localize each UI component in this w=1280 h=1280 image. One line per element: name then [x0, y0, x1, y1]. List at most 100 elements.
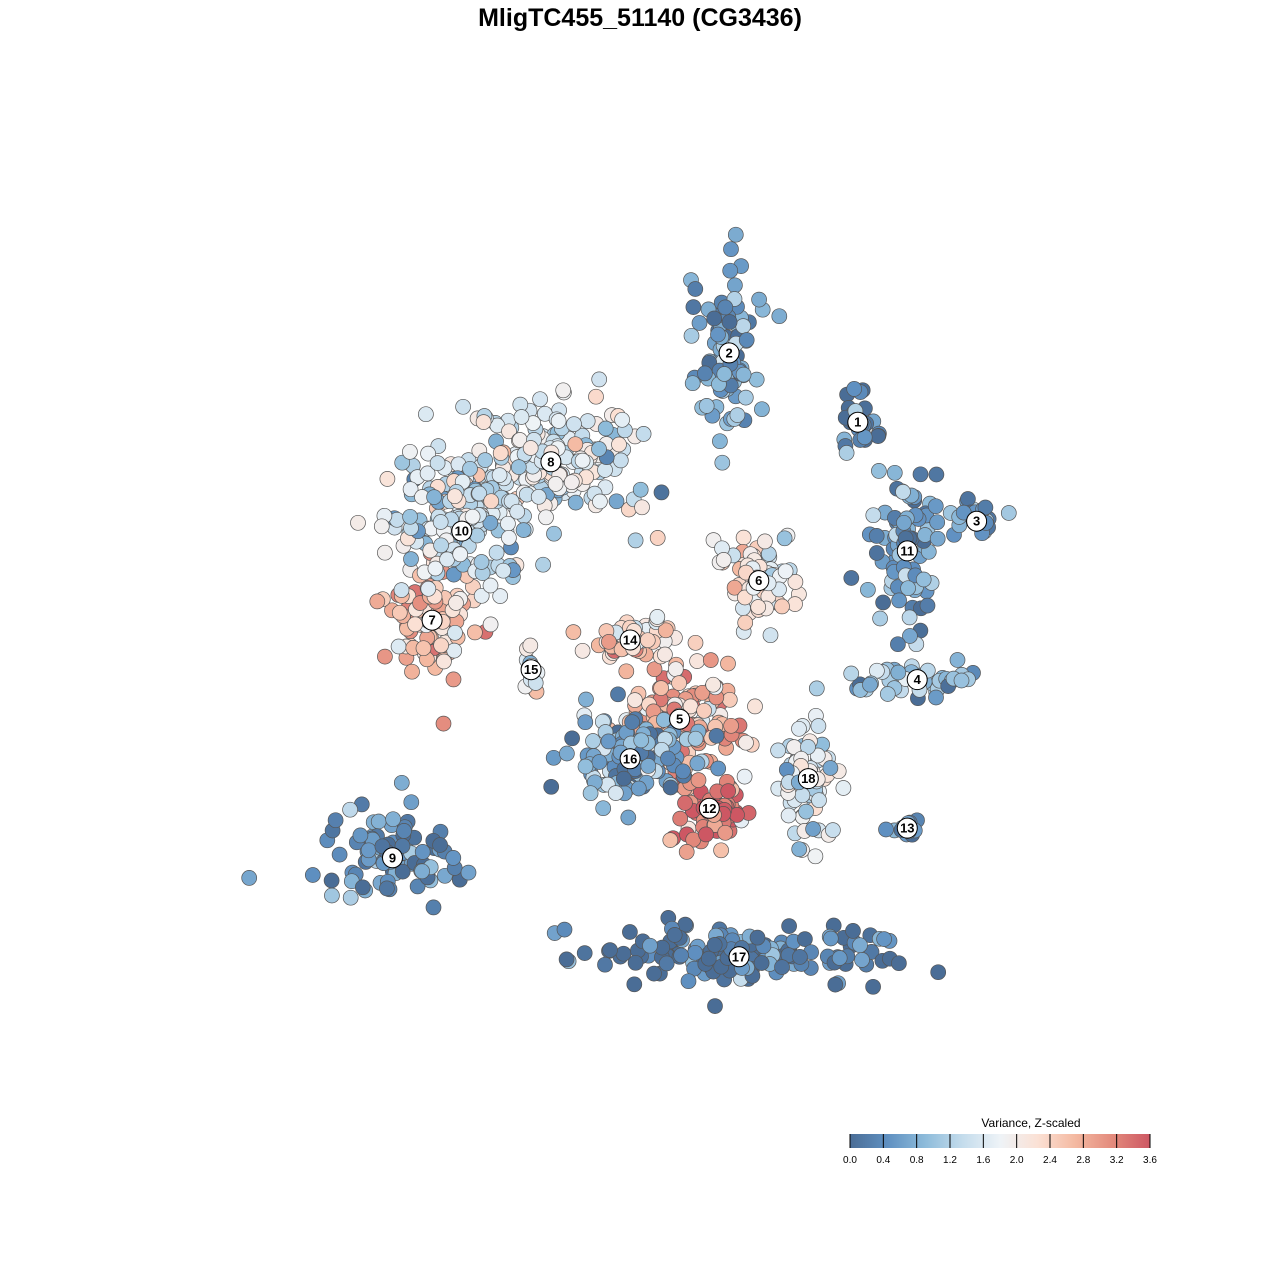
- cluster-label-text: 9: [389, 850, 396, 865]
- scatter-point: [843, 665, 860, 682]
- scatter-point: [865, 507, 882, 524]
- cluster-label: 6: [748, 570, 770, 592]
- scatter-point: [930, 964, 947, 981]
- scatter-point: [565, 624, 582, 640]
- scatter-point: [865, 978, 881, 995]
- cluster-label: 12: [698, 797, 720, 819]
- scatter-point: [501, 529, 517, 546]
- scatter-point: [846, 381, 863, 397]
- scatter-point: [632, 481, 649, 498]
- scatter-point: [798, 803, 814, 820]
- scatter-point: [896, 514, 912, 531]
- scatter-point: [394, 454, 411, 471]
- cluster-label-badge: [698, 797, 720, 819]
- scatter-point: [710, 326, 726, 343]
- cluster-label-badge: [718, 342, 740, 364]
- cluster-label: 2: [718, 342, 740, 364]
- scatter-point: [879, 686, 896, 702]
- scatter-point: [753, 955, 770, 971]
- scatter-point: [649, 609, 666, 625]
- scatter-point: [467, 624, 483, 641]
- scatter-point: [729, 407, 746, 423]
- scatter-point: [547, 476, 564, 492]
- scatter-point: [721, 691, 738, 708]
- scatter-point: [690, 772, 707, 788]
- scatter-point: [390, 638, 407, 655]
- scatter-point: [409, 878, 426, 895]
- scatter-point: [477, 452, 493, 468]
- scatter-point: [608, 493, 625, 510]
- scatter-point: [800, 739, 816, 755]
- legend-tick-label: 1.2: [943, 1155, 957, 1166]
- cluster-label-text: 14: [623, 633, 638, 648]
- scatter-point: [612, 452, 629, 469]
- scatter-point: [862, 676, 878, 693]
- scatter-point: [601, 633, 617, 650]
- scatter-point: [577, 758, 594, 775]
- cluster-label-badge: [382, 847, 403, 869]
- scatter-point: [579, 413, 596, 429]
- cluster-label-badge: [540, 451, 562, 473]
- scatter-point: [403, 794, 420, 811]
- scatter-point: [750, 599, 767, 615]
- cluster-label-badge: [966, 510, 988, 532]
- scatter-point: [827, 976, 844, 993]
- scatter-point: [1000, 505, 1017, 521]
- scatter-point: [762, 627, 779, 644]
- scatter-point: [425, 899, 442, 916]
- scatter-point: [660, 750, 676, 767]
- scatter-point: [687, 634, 704, 651]
- scatter-point: [435, 715, 452, 732]
- scatter-point: [377, 648, 393, 665]
- scatter-point: [657, 646, 673, 663]
- scatter-point: [414, 863, 430, 880]
- cluster-label-badge: [896, 817, 918, 839]
- cluster-label-text: 4: [914, 672, 922, 687]
- scatter-point: [662, 779, 679, 796]
- cluster-label-text: 13: [900, 821, 914, 836]
- scatter-point: [429, 455, 446, 471]
- scatter-point: [902, 628, 918, 644]
- scatter-point: [634, 499, 650, 516]
- cluster-label-badge: [619, 748, 641, 770]
- scatter-point: [655, 712, 672, 728]
- scatter-point: [602, 942, 618, 958]
- scatter-point: [671, 675, 687, 691]
- scatter-point: [854, 952, 870, 968]
- scatter-point: [757, 533, 773, 550]
- scatter-point: [646, 661, 663, 678]
- scatter-point: [929, 514, 946, 531]
- legend-tick-label: 2.8: [1076, 1155, 1090, 1166]
- cluster-label-text: 1: [854, 415, 861, 430]
- scatter-point: [751, 291, 767, 308]
- cluster-label: 4: [906, 669, 928, 691]
- scatter-point: [886, 464, 903, 481]
- scatter-point: [791, 841, 808, 858]
- scatter-point: [618, 663, 635, 680]
- scatter-point: [615, 770, 632, 787]
- scatter-point: [727, 277, 743, 294]
- scatter-point: [439, 551, 455, 568]
- scatter-point: [838, 445, 855, 461]
- scatter-point: [471, 485, 488, 502]
- scatter-point: [576, 945, 593, 961]
- scatter-point: [870, 428, 886, 444]
- scatter-point: [379, 880, 395, 897]
- scatter-point: [872, 610, 888, 627]
- scatter-point: [667, 661, 684, 678]
- scatter-point: [611, 436, 627, 453]
- legend-tick-group: 0.0 0.4 0.8 1.2 1.6 2.0 2.4 2.8 3.2 3.6: [843, 1134, 1157, 1166]
- scatter-point: [567, 436, 584, 453]
- scatter-point: [646, 965, 662, 982]
- scatter-point: [689, 755, 706, 772]
- scatter-point: [491, 467, 508, 483]
- scatter-point: [555, 382, 572, 399]
- scatter-point: [738, 332, 755, 348]
- cluster-label: 3: [966, 510, 988, 532]
- scatter-point: [574, 452, 591, 469]
- scatter-point: [304, 867, 321, 883]
- scatter-point: [891, 955, 907, 972]
- scatter-point: [354, 879, 371, 896]
- scatter-point: [807, 848, 824, 865]
- scatter-point: [369, 593, 386, 610]
